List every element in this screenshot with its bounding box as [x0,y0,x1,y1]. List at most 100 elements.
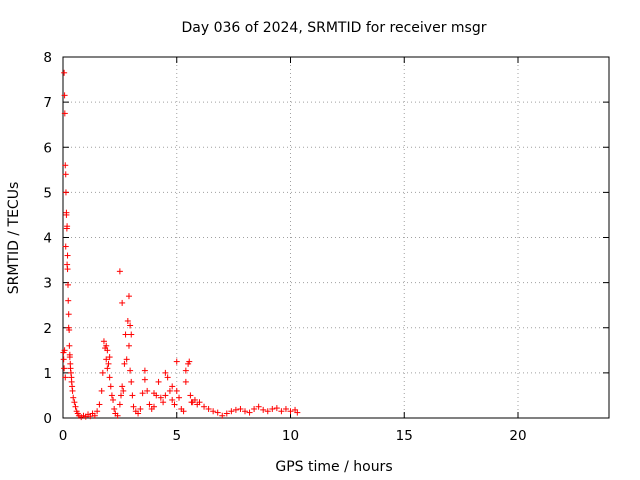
data-point [188,399,195,406]
data-point [287,408,294,415]
data-point [72,403,79,410]
x-tick-label: 15 [396,428,413,444]
data-point [116,401,123,408]
data-point [201,403,208,410]
data-point [260,406,267,413]
grid-lines [63,57,609,418]
chart-title: Day 036 of 2024, SRMTID for receiver msg… [182,20,487,36]
data-point [64,223,71,230]
data-point [232,406,239,413]
data-point [61,92,68,99]
data-point [141,367,148,374]
data-point [282,405,289,412]
data-point [69,387,76,394]
y-tick-label: 3 [43,276,52,292]
data-point [60,356,67,363]
y-tick-label: 6 [43,140,52,156]
data-point [66,354,73,361]
data-point [99,369,106,376]
data-point [62,243,69,250]
data-point [180,408,187,415]
data-point [127,322,134,329]
data-point [65,311,72,318]
data-point [264,408,271,415]
data-point [62,162,69,169]
data-point [169,383,176,390]
x-tick-label: 10 [282,428,299,444]
y-tick-label: 4 [43,231,52,247]
data-point [129,392,136,399]
data-point [273,405,280,412]
data-point [108,392,115,399]
data-point [103,356,110,363]
data-point [210,408,217,415]
data-point [182,367,189,374]
data-point [186,358,193,365]
data-point [164,374,171,381]
y-tick-label: 5 [43,185,52,201]
data-point [70,394,77,401]
data-point [65,297,72,304]
data-point [104,347,111,354]
data-point [128,378,135,385]
data-point [62,189,69,196]
data-points [60,69,301,421]
data-point [71,399,78,406]
data-point [124,317,131,324]
y-tick-label: 8 [43,50,52,66]
data-point [120,387,127,394]
data-point [246,409,253,416]
data-point [137,405,144,412]
data-point [144,387,151,394]
y-tick-label: 7 [43,95,52,111]
data-point [135,410,142,417]
data-point [111,405,118,412]
x-tick-label: 0 [59,428,68,444]
data-point [125,293,132,300]
data-point [155,378,162,385]
data-point [62,374,69,381]
data-point [61,110,68,117]
data-point [160,399,167,406]
data-point [64,252,71,259]
data-point [205,405,212,412]
data-point [63,209,70,216]
x-tick-label: 20 [509,428,526,444]
y-tick-label: 1 [43,366,52,382]
data-point [162,369,169,376]
data-point [130,403,137,410]
data-point [269,405,276,412]
data-point [66,342,73,349]
data-point [169,396,176,403]
data-point [187,392,194,399]
data-point [223,410,230,417]
data-point [65,281,72,288]
y-tick-label: 0 [43,411,52,427]
data-point [214,409,221,416]
data-point [242,408,248,415]
data-point [173,358,180,365]
data-point [119,299,126,306]
data-point [151,390,157,397]
data-point [96,401,103,408]
data-point [157,394,164,401]
data-point [125,342,132,349]
data-point [118,392,125,399]
data-point [128,331,135,338]
data-point [119,383,126,390]
data-point [146,401,153,408]
data-point [121,360,128,367]
data-point [127,367,134,374]
data-point [123,356,130,363]
data-point [219,412,226,419]
data-point [61,347,68,354]
data-point [91,412,98,419]
data-point [141,376,148,383]
x-tick-label: 5 [172,428,181,444]
data-point [116,268,123,275]
y-tick-label: 2 [43,321,52,337]
data-point [107,383,114,390]
data-point [110,396,117,403]
data-point [294,409,301,416]
data-point [106,374,113,381]
